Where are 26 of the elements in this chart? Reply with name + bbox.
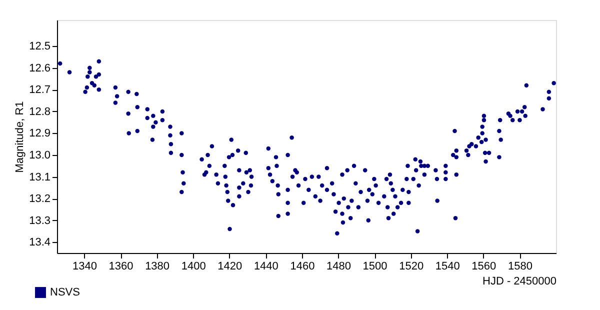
- x-tick-label: 1340: [72, 260, 97, 272]
- x-tick-label: 1500: [362, 260, 388, 272]
- x-tick-label: 1360: [108, 260, 134, 272]
- x-tick-label: 1540: [435, 260, 460, 272]
- x-tick-label: 1460: [290, 260, 315, 272]
- x-axis-title: HJD - 2450000: [482, 276, 556, 288]
- x-tick-label: 1580: [508, 260, 532, 272]
- x-tick-label: 1480: [326, 260, 351, 272]
- y-tick-label: 13.4: [29, 236, 50, 249]
- y-tick-label: 12.7: [29, 84, 50, 96]
- x-tick-label: 1440: [254, 260, 278, 272]
- y-tick-label: 12.6: [29, 62, 50, 74]
- y-tick-label: 12.9: [29, 128, 50, 140]
- y-tick-label: 12.8: [29, 106, 50, 118]
- x-tick-label: 1420: [218, 260, 242, 272]
- y-tick-label: 12.5: [29, 40, 50, 53]
- x-tick-label: 1380: [145, 260, 170, 272]
- y-tick-label: 13.0: [29, 150, 50, 162]
- legend-label: NSVS: [50, 286, 80, 298]
- x-tick-label: 1560: [472, 260, 496, 272]
- y-tick-label: 13.3: [29, 214, 50, 227]
- x-tick-label: 1520: [399, 260, 424, 272]
- x-tick-label: 1400: [181, 260, 206, 272]
- y-tick-label: 13.2: [29, 193, 50, 206]
- y-tick-label: 13.1: [29, 171, 50, 184]
- y-axis-title: Magnitude, R1: [14, 101, 26, 173]
